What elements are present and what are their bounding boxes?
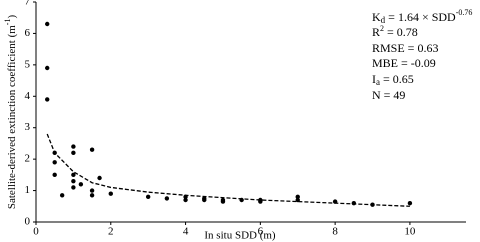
x-tick-label: 0: [33, 226, 39, 238]
point: [52, 160, 57, 165]
annotation: RMSE = 0.63: [372, 41, 438, 55]
y-axis-label-text: ): [6, 15, 18, 19]
annotation: Ia = 0.65: [372, 72, 414, 87]
x-tick-label: 2: [108, 226, 114, 238]
annotation-box: Kd = 1.64 × SDD-0.76 R2 = 0.78 RMSE = 0.…: [372, 8, 472, 102]
point: [351, 200, 357, 206]
point: [71, 172, 76, 178]
y-tick-label: 1: [25, 184, 31, 196]
annotation-text: I: [372, 72, 376, 86]
annotation: R2 = 0.78: [372, 24, 418, 39]
annotation-text: = 0.78: [384, 25, 418, 39]
point: [52, 172, 57, 178]
annotation: N = 49: [372, 88, 405, 102]
y-tick-label: 3: [25, 121, 31, 133]
point: [89, 147, 95, 152]
point: [407, 200, 413, 206]
y-axis-label-text: Satellite-derived extinction coefficient…: [6, 25, 18, 209]
point: [45, 65, 50, 71]
point: [71, 185, 76, 190]
annotation-text: -0.76: [456, 8, 473, 17]
point: [164, 196, 170, 201]
point: [45, 21, 50, 27]
x-axis-label: In situ SDD (m): [204, 230, 276, 242]
point: [97, 175, 102, 181]
annotation: MBE = -0.09: [372, 56, 436, 70]
y-axis-label: Satellite-derived extinction coefficient…: [3, 15, 18, 210]
point: [202, 197, 207, 203]
point: [220, 199, 226, 204]
point: [45, 97, 50, 102]
x-tick-label: 6: [258, 226, 264, 238]
annotation: Kd = 1.64 × SDD-0.76: [372, 8, 472, 25]
y-tick-label: 4: [25, 90, 31, 102]
x-tick-label: 10: [404, 226, 416, 238]
point: [71, 178, 76, 184]
annotation-text: 2: [380, 24, 384, 33]
y-axis-label-text: -1: [3, 19, 12, 26]
y-tick-label: 5: [25, 58, 31, 70]
point: [71, 150, 76, 156]
annotation-text: K: [372, 10, 381, 24]
point: [89, 188, 95, 193]
point: [78, 182, 84, 187]
annotation-text: = 0.65: [380, 72, 414, 86]
annotation-text: = 1.64 × SDD: [385, 10, 456, 24]
point: [145, 194, 151, 200]
point: [183, 197, 188, 203]
annotation-text: R: [372, 25, 380, 39]
x-tick-label: 4: [183, 226, 189, 238]
annotation-text: d: [381, 15, 386, 25]
point: [108, 191, 113, 196]
point: [295, 194, 300, 200]
x-tick-label: 8: [332, 226, 338, 238]
point: [71, 144, 76, 149]
y-tick-label: 7: [25, 0, 31, 8]
point: [59, 193, 65, 198]
y-tick-label: 6: [25, 27, 31, 39]
y-tick-label: 0: [25, 216, 31, 228]
fit-line: [46, 133, 410, 207]
y-tick-label: 2: [25, 153, 31, 165]
annotation-text: a: [376, 77, 380, 87]
point: [89, 193, 95, 198]
